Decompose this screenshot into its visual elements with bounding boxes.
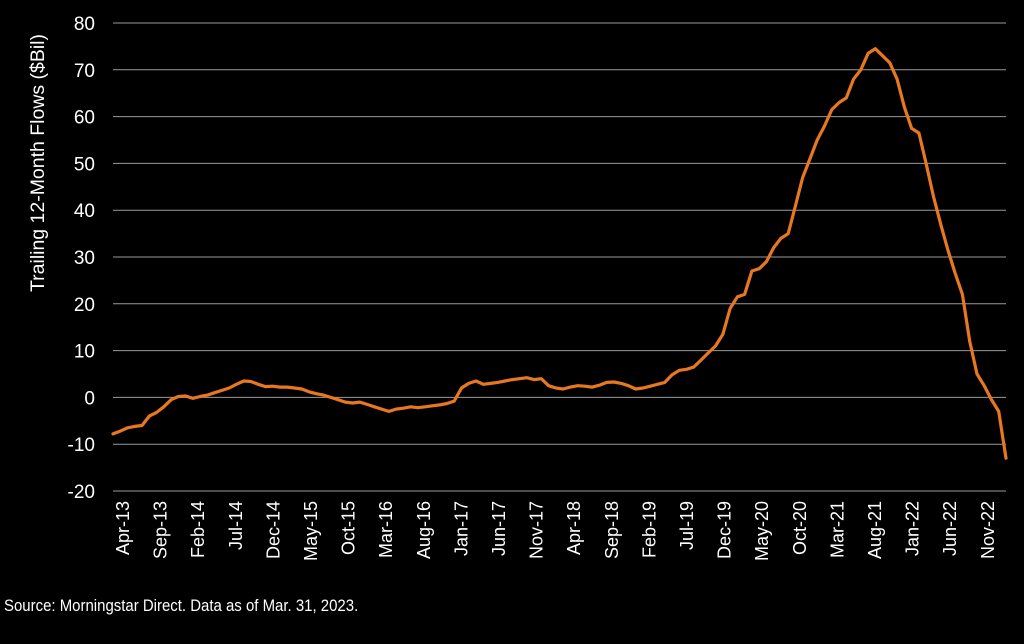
x-tick-label: Feb-19 <box>639 501 659 558</box>
x-tick-label: Dec-19 <box>715 501 735 559</box>
x-tick-label: Sep-13 <box>151 501 171 559</box>
x-tick-label: Dec-14 <box>263 501 283 559</box>
x-tick-label: Jun-17 <box>489 501 509 556</box>
x-tick-label: Mar-21 <box>827 501 847 558</box>
y-tick-label: 30 <box>74 248 95 269</box>
y-tick-label: 60 <box>74 108 95 129</box>
x-tick-label: May-15 <box>301 501 321 561</box>
x-tick-label: Feb-14 <box>188 501 208 558</box>
x-tick-label: Jun-22 <box>940 501 960 556</box>
x-axis-ticks: Apr-13 Sep-13 Feb-14 Jul-14 Dec-14 May-15 Oct-… <box>113 501 998 561</box>
x-tick-label: Jan-22 <box>903 501 923 556</box>
y-tick-label: 50 <box>74 154 95 175</box>
y-tick-label: 80 <box>74 14 95 35</box>
y-tick-label: 40 <box>74 201 95 222</box>
x-tick-label: Jul-19 <box>677 501 697 550</box>
y-tick-label: -20 <box>68 482 95 503</box>
x-tick-label: Nov-22 <box>978 501 998 559</box>
y-axis-label: Trailing 12-Month Flows ($Bil) <box>28 34 49 292</box>
y-tick-label: 20 <box>74 295 95 316</box>
gridlines <box>113 22 1006 492</box>
y-axis-ticks: 80 70 60 50 40 30 20 10 0 -10 -20 <box>68 14 95 503</box>
x-tick-label: Jul-14 <box>226 501 246 550</box>
x-tick-label: Nov-17 <box>527 501 547 559</box>
y-tick-label: 10 <box>74 342 95 363</box>
x-tick-label: Mar-16 <box>376 501 396 558</box>
y-tick-label: -10 <box>68 435 95 456</box>
y-tick-label: 70 <box>74 61 95 82</box>
x-tick-label: Apr-13 <box>113 501 133 555</box>
x-tick-label: Sep-18 <box>602 501 622 559</box>
x-tick-label: Oct-15 <box>339 501 359 555</box>
x-tick-label: Oct-20 <box>790 501 810 555</box>
x-tick-label: Aug-16 <box>414 501 434 559</box>
x-tick-label: Jan-17 <box>451 501 471 556</box>
series-line <box>111 47 1008 460</box>
x-tick-label: Apr-18 <box>564 501 584 555</box>
x-tick-label: Aug-21 <box>865 501 885 559</box>
source-note: Source: Morningstar Direct. Data as of M… <box>4 596 359 615</box>
y-tick-label: 0 <box>84 388 95 409</box>
x-tick-label: May-20 <box>752 501 772 561</box>
